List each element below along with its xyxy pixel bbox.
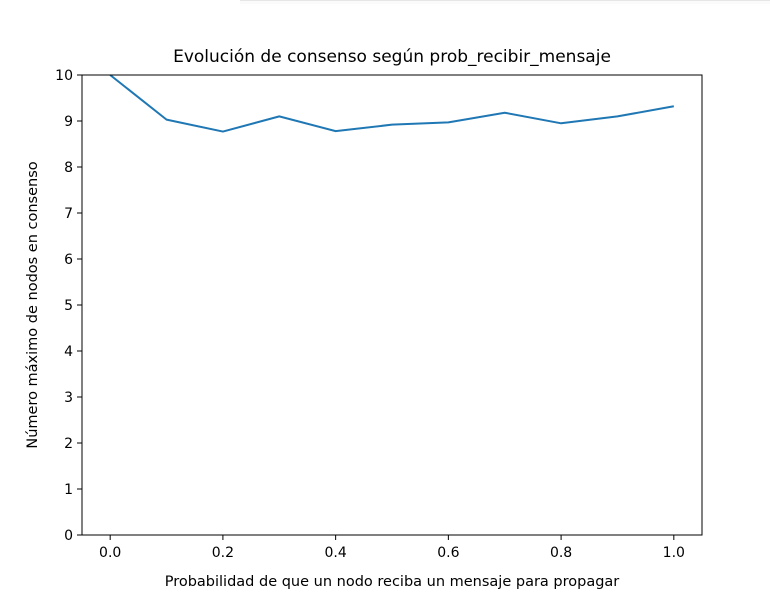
y-tick-label: 7 [64,206,73,222]
x-axis-label: Probabilidad de que un nodo reciba un me… [165,574,620,590]
y-tick-label: 0 [64,528,73,544]
x-tick-label: 0.0 [99,545,121,561]
x-tick-label: 0.6 [437,545,459,561]
y-tick-label: 3 [64,390,73,406]
y-tick-label: 6 [64,252,73,268]
y-tick-label: 1 [64,482,73,498]
y-tick-label: 8 [64,160,73,176]
series-line-consenso [109,74,674,133]
chart-title: Evolución de consenso según prob_recibir… [173,47,611,67]
plot-frame [81,74,703,536]
x-tick-label: 0.2 [212,545,234,561]
x-tick-label: 0.8 [550,545,572,561]
x-axis-ticks: 0.0 0.2 0.4 0.6 0.8 1.0 [99,535,685,561]
y-tick-label: 2 [64,436,73,452]
y-tick-label: 9 [64,114,73,130]
x-tick-label: 0.4 [325,545,347,561]
y-tick-label: 10 [55,68,73,84]
y-tick-label: 5 [64,298,73,314]
y-tick-label: 4 [64,344,73,360]
series-group [109,74,674,133]
y-axis-label: Número máximo de nodos en consenso [25,161,41,448]
top-divider [240,0,770,4]
y-axis-ticks: 0 1 2 3 4 5 6 7 8 9 10 [55,68,82,544]
x-tick-label: 1.0 [663,545,685,561]
